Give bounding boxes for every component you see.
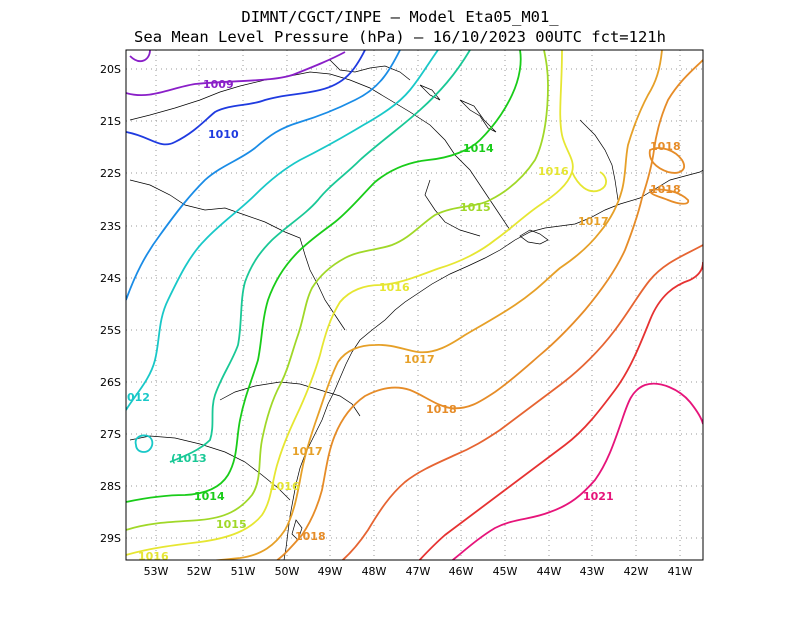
isobars [126,50,703,560]
isobar-1013 [169,50,471,463]
contour-label-1014-west: 1014 [194,490,225,503]
contour-labels: 1009 1010 012 (1013 1014 1014 1015 1015 … [127,78,681,563]
contour-label-1018-south: 1018 [295,530,326,543]
lat-label-26s: 26S [100,376,121,389]
isobar-1012 [126,50,439,453]
contour-label-1016-sw: 1016 [138,550,169,563]
contour-label-1012: 012 [127,391,150,404]
isobar-1015 [126,50,549,531]
contour-label-1014-north: 1014 [463,142,494,155]
lat-label-24s: 24S [100,272,121,285]
contour-label-1010: 1010 [208,128,239,141]
isobar-1019 [341,244,703,560]
lat-label-29s: 29S [100,532,121,545]
lon-label-47w: 47W [406,565,431,578]
contour-label-1017-ne: 1017 [578,215,609,228]
lat-label-28s: 28S [100,480,121,493]
contour-label-1015-north: 1015 [460,201,491,214]
lon-label-48w: 48W [362,565,387,578]
contour-label-1013: (1013 [171,452,207,465]
coast-bay [519,229,549,245]
lon-label-43w: 43W [580,565,605,578]
state-border-5 [424,179,481,237]
title-line-1: DIMNT/CGCT/INPE — Model Eta05_M01_ [241,8,559,26]
lat-label-21s: 21S [100,115,121,128]
isobar-1016 [126,50,607,556]
isobar-1009 [126,50,346,97]
lon-label-44w: 44W [537,565,562,578]
lat-label-23s: 23S [100,220,121,233]
lat-label-22s: 22S [100,167,121,180]
isobar-1010 [126,50,366,146]
lon-label-53w: 53W [144,565,169,578]
contour-label-1017-central: 1017 [404,353,435,366]
isobar-1011 [126,50,401,301]
isobar-1020 [418,261,703,560]
lon-label-52w: 52W [187,565,212,578]
state-border-7 [579,119,619,201]
isobar-1017 [209,50,663,560]
contour-label-1009: 1009 [203,78,234,91]
contour-label-1018-ne-1: 1018 [650,140,681,153]
state-border-1 [129,179,346,331]
contour-label-1021: 1021 [583,490,614,503]
contour-label-1017-south: 1017 [292,445,323,458]
contour-label-1016-south: 1016 [269,480,300,493]
isobar-1014 [126,50,522,503]
reservoir-1 [459,99,497,133]
title-line-2: Sea Mean Level Pressure (hPa) — 16/10/20… [134,28,666,46]
coastline [283,169,703,560]
contour-label-1018-central: 1018 [426,403,457,416]
lon-label-42w: 42W [624,565,649,578]
lon-label-49w: 49W [318,565,343,578]
grid-lines [126,50,703,560]
contour-label-1018-ne-2: 1018 [650,183,681,196]
plot-frame [125,49,704,561]
contour-label-1016-ne: 1016 [538,165,569,178]
state-border-2 [129,71,511,231]
reservoir-2 [419,84,441,101]
state-border-3 [219,381,361,417]
lon-label-45w: 45W [493,565,518,578]
isobar-1021 [451,382,703,560]
state-border-6 [329,59,411,81]
lon-label-41w: 41W [668,565,693,578]
isobar-1018 [275,59,703,560]
contour-label-1016-central: 1016 [379,281,410,294]
lon-label-51w: 51W [231,565,256,578]
lon-label-46w: 46W [449,565,474,578]
lat-tick-labels: 20S 21S 22S 23S 24S 25S 26S 27S 28S 29S [100,63,121,545]
lat-label-20s: 20S [100,63,121,76]
lat-label-27s: 27S [100,428,121,441]
lon-tick-labels: 53W 52W 51W 50W 49W 48W 47W 46W 45W 44W … [144,565,693,578]
lat-label-25s: 25S [100,324,121,337]
contour-label-1015-west: 1015 [216,518,247,531]
lon-label-50w: 50W [275,565,300,578]
